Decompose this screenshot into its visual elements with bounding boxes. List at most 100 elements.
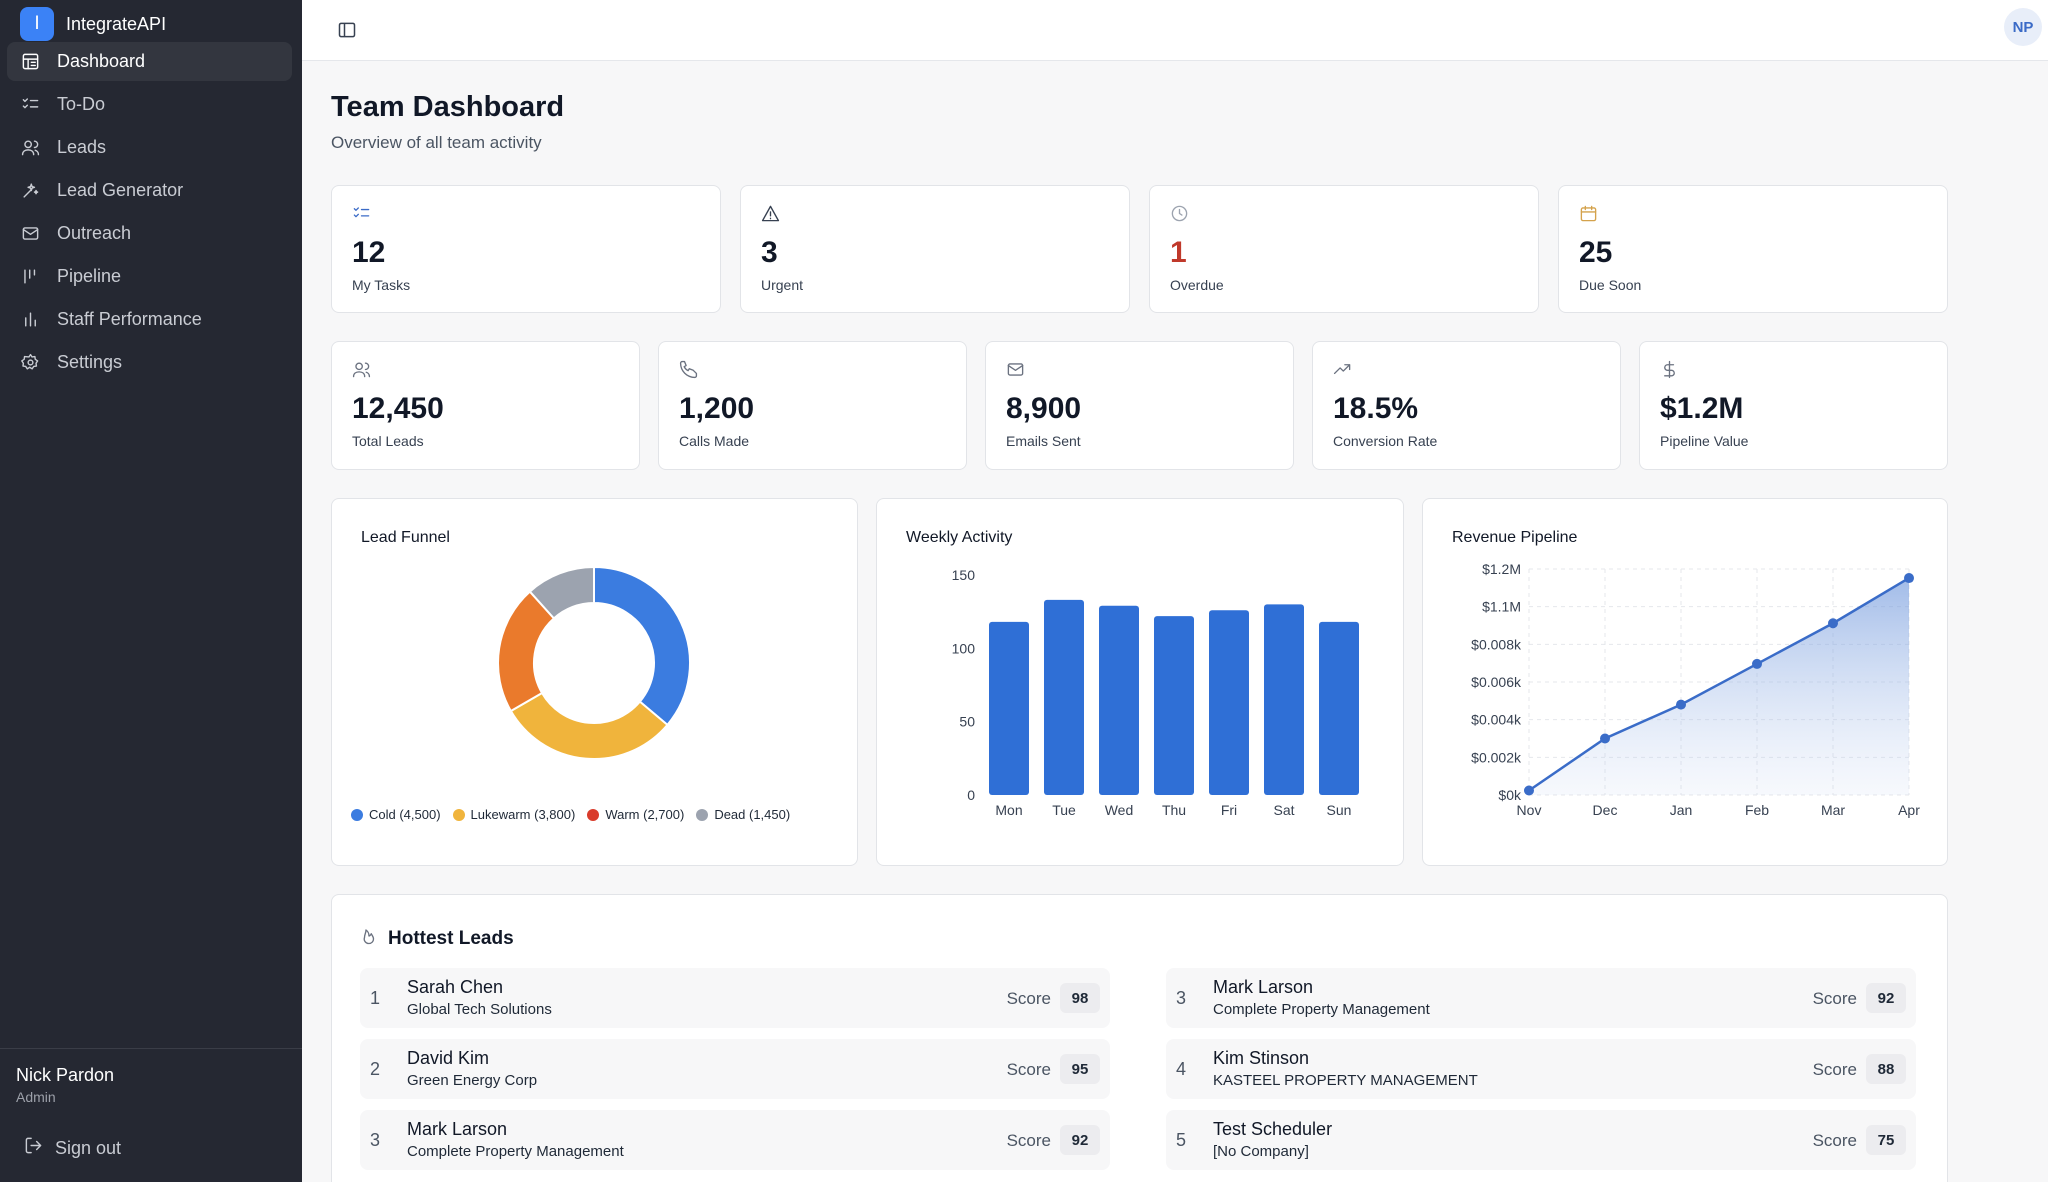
- bar-thu[interactable]: [1154, 616, 1194, 795]
- data-point-mar[interactable]: [1828, 618, 1838, 629]
- bar-wed[interactable]: [1099, 605, 1139, 795]
- stat-card-calls-made[interactable]: 1,200 Calls Made: [658, 341, 967, 470]
- legend-swatch: [696, 808, 709, 821]
- lead-row[interactable]: 5 Test Scheduler [No Company] Score 75: [1166, 1110, 1916, 1170]
- legend-item-cold: Cold (4,500): [351, 807, 441, 822]
- stat-value: 1,200: [679, 392, 755, 425]
- sparkles-icon: [21, 181, 40, 200]
- weekly-activity-chart: 0 50 100 150 Mon Tue Wed Thu Fri Sat Sun: [952, 567, 1359, 818]
- bar-mon[interactable]: [989, 621, 1029, 795]
- stat-card-due-soon[interactable]: 25 Due Soon: [1558, 185, 1948, 313]
- lead-company: Complete Property Management: [1213, 1001, 1430, 1018]
- list-checks-icon: [352, 204, 372, 224]
- stat-value: 1: [1170, 236, 1187, 269]
- sidebar-item-staff-performance[interactable]: Staff Performance: [7, 300, 292, 339]
- stat-label: Conversion Rate: [1333, 433, 1438, 449]
- calendar-icon: [1579, 204, 1599, 224]
- data-point-dec[interactable]: [1600, 733, 1610, 744]
- lead-rank: 3: [1176, 988, 1187, 1008]
- legend-item-dead: Dead (1,450): [696, 807, 790, 822]
- lead-score-label: Score: [1812, 989, 1857, 1008]
- lead-name: Kim Stinson: [1213, 1048, 1310, 1068]
- donut-slice-cold[interactable]: [593, 565, 691, 727]
- sidebar-item-label: Dashboard: [57, 51, 146, 71]
- sidebar-item-outreach[interactable]: Outreach: [7, 214, 292, 253]
- sidebar-divider: [0, 1048, 302, 1049]
- sidebar-item-lead-generator[interactable]: Lead Generator: [7, 171, 292, 210]
- lead-row[interactable]: 1 Sarah Chen Global Tech Solutions Score…: [360, 968, 1110, 1028]
- lead-row[interactable]: 4 Kim Stinson KASTEEL PROPERTY MANAGEMEN…: [1166, 1039, 1916, 1099]
- stat-value: 3: [761, 236, 778, 269]
- stat-card-overdue[interactable]: 1 Overdue: [1149, 185, 1539, 313]
- stat-card-urgent[interactable]: 3 Urgent: [740, 185, 1130, 313]
- sidebar-item-pipeline[interactable]: Pipeline: [7, 257, 292, 296]
- stat-card-conversion-rate[interactable]: 18.5% Conversion Rate: [1312, 341, 1621, 470]
- mail-icon: [21, 224, 40, 243]
- lead-score-badge: 88: [1866, 1054, 1906, 1084]
- sidebar-item-leads[interactable]: Leads: [7, 128, 292, 167]
- stat-label: Emails Sent: [1006, 433, 1081, 449]
- bar-sun[interactable]: [1319, 621, 1359, 795]
- lead-row[interactable]: 3 Mark Larson Complete Property Manageme…: [360, 1110, 1110, 1170]
- lead-company: Global Tech Solutions: [407, 1001, 552, 1018]
- legend-swatch: [452, 808, 465, 821]
- sidebar-item-label: Settings: [57, 352, 123, 372]
- data-point-feb[interactable]: [1752, 658, 1762, 669]
- gear-icon: [21, 353, 40, 372]
- sign-out-button[interactable]: Sign out: [24, 1136, 121, 1160]
- main-content: Team Dashboard Overview of all team acti…: [302, 61, 2048, 1182]
- lead-row[interactable]: 2 David Kim Green Energy Corp Score 95: [360, 1039, 1110, 1099]
- y-tick-label: 50: [959, 714, 975, 730]
- legend-label: Cold (4,500): [369, 807, 441, 822]
- lead-row[interactable]: 3 Mark Larson Complete Property Manageme…: [1166, 968, 1916, 1028]
- data-point-apr[interactable]: [1904, 573, 1914, 584]
- page-title: Team Dashboard: [331, 91, 565, 123]
- sidebar-item-label: Leads: [57, 137, 107, 157]
- bar-sat[interactable]: [1264, 604, 1304, 795]
- x-tick-label: Sat: [1273, 802, 1294, 818]
- users-icon: [21, 138, 40, 157]
- stat-card-pipeline-value[interactable]: $1.2M Pipeline Value: [1639, 341, 1948, 470]
- bar-fri[interactable]: [1209, 610, 1249, 795]
- sidebar-item-settings[interactable]: Settings: [7, 343, 292, 382]
- revenue-pipeline-card: Revenue Pipeline $0k $0.002k $0.004k $0.006…: [1422, 498, 1948, 866]
- x-tick-label: Mar: [1821, 802, 1845, 818]
- chart-legend: Cold (4,500) Lukewarm (3,800) Warm (2,70…: [351, 807, 790, 822]
- y-tick-label: $0.004k: [1471, 712, 1522, 728]
- chart-title: Lead Funnel: [361, 529, 450, 546]
- avatar[interactable]: NP: [2004, 8, 2042, 46]
- stat-label: Due Soon: [1579, 277, 1642, 293]
- lead-name: Test Scheduler: [1213, 1119, 1333, 1139]
- legend-label: Dead (1,450): [714, 807, 791, 822]
- legend-item-lukewarm: Lukewarm (3,800): [452, 807, 575, 822]
- lead-score-badge: 75: [1866, 1125, 1906, 1155]
- stat-label: Urgent: [761, 277, 804, 293]
- stat-card-emails-sent[interactable]: 8,900 Emails Sent: [985, 341, 1294, 470]
- stat-label: Overdue: [1170, 277, 1224, 293]
- donut-slice-dead[interactable]: [528, 565, 595, 620]
- data-point-nov[interactable]: [1524, 785, 1534, 796]
- panel-left-icon: [338, 22, 356, 38]
- y-tick-label: $0.008k: [1471, 636, 1522, 652]
- sidebar-toggle-button[interactable]: [334, 17, 360, 43]
- x-tick-label: Apr: [1898, 802, 1920, 818]
- bar-tue[interactable]: [1044, 599, 1084, 795]
- x-tick-label: Dec: [1593, 802, 1618, 818]
- legend-item-warm: Warm (2,700): [587, 807, 684, 822]
- data-point-jan[interactable]: [1676, 699, 1686, 710]
- stat-label: Total Leads: [352, 433, 424, 449]
- y-tick-label: 100: [952, 640, 976, 656]
- sidebar-item-todo[interactable]: To-Do: [7, 85, 292, 124]
- lead-company: Complete Property Management: [407, 1143, 624, 1160]
- bar-chart-icon: [21, 310, 40, 329]
- area-fill: [1529, 578, 1909, 795]
- legend-label: Warm (2,700): [605, 807, 685, 822]
- stat-card-total-leads[interactable]: 12,450 Total Leads: [331, 341, 640, 470]
- donut-slice-lukewarm[interactable]: [509, 691, 669, 760]
- brand[interactable]: I IntegrateAPI: [20, 7, 166, 41]
- sidebar-item-dashboard[interactable]: Dashboard: [7, 42, 292, 81]
- x-tick-label: Wed: [1105, 802, 1134, 818]
- stat-card-my-tasks[interactable]: 12 My Tasks: [331, 185, 721, 313]
- x-tick-label: Feb: [1745, 802, 1769, 818]
- lead-funnel-card: Lead Funnel Cold (4,500) Lukewarm (3,800…: [331, 498, 858, 866]
